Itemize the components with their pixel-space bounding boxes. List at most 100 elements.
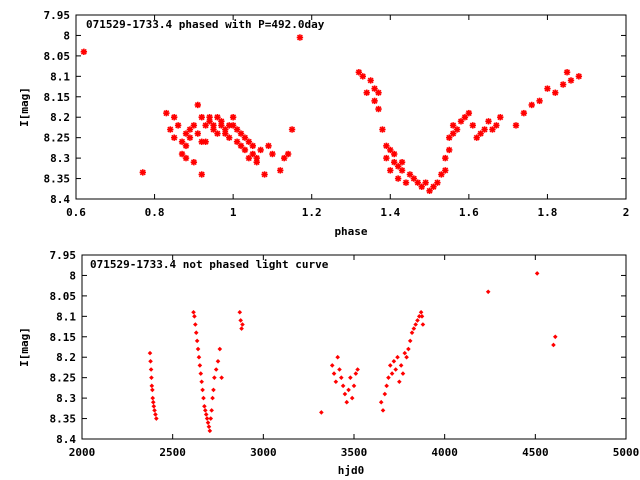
data-point (446, 146, 453, 154)
data-point (178, 138, 186, 145)
data-point (281, 154, 288, 162)
data-point (212, 375, 217, 380)
data-point (210, 395, 215, 401)
data-point (148, 367, 154, 372)
data-point (446, 134, 453, 141)
data-point (395, 354, 400, 360)
y-tick-label: 8.35 (44, 173, 71, 186)
data-point (237, 142, 245, 150)
data-point (413, 322, 418, 327)
data-point (418, 309, 424, 315)
data-point (402, 350, 408, 356)
x-tick-label: 1.6 (459, 206, 479, 219)
data-point (477, 130, 484, 137)
y-tick-label: 8.2 (56, 351, 76, 364)
x-tick-label: 1.4 (380, 206, 400, 219)
data-point (241, 134, 249, 141)
data-point (552, 334, 558, 340)
data-point (402, 179, 410, 186)
data-point (551, 342, 556, 348)
data-point (171, 114, 178, 121)
data-point (245, 138, 253, 145)
data-point (211, 387, 216, 393)
data-point (379, 126, 386, 133)
x-tick-label: 4000 (431, 446, 458, 459)
y-axis-label: I[mag] (18, 87, 31, 127)
data-point (378, 399, 384, 405)
data-point (203, 412, 209, 417)
data-point (222, 130, 229, 137)
data-point (380, 408, 386, 413)
data-point (367, 77, 374, 84)
data-point (198, 114, 205, 121)
data-point (215, 359, 221, 364)
data-point (406, 346, 411, 352)
data-point (337, 367, 342, 372)
data-point (219, 375, 224, 380)
data-point (371, 85, 378, 92)
x-tick-label: 4500 (522, 446, 549, 459)
data-point (229, 122, 237, 129)
x-axis-label: hjd0 (338, 464, 365, 477)
data-point (249, 142, 256, 150)
data-point (339, 375, 344, 380)
data-point (233, 138, 241, 145)
data-point (375, 89, 382, 96)
axis-ticks: 0.6 0.8 1 1.2 1.4 1.6 1.8 2 7.95 8 8.05 8.1 8.15 8.2 8… (44, 9, 630, 219)
data-point (207, 428, 213, 434)
data-point (237, 130, 245, 137)
data-point (404, 354, 409, 360)
data-point (387, 167, 394, 174)
data-point (575, 73, 583, 80)
data-point (202, 138, 209, 145)
data-point (217, 346, 223, 352)
data-point (349, 395, 355, 401)
data-point (206, 118, 213, 125)
x-tick-label: 1.8 (537, 206, 557, 219)
data-point (226, 134, 233, 141)
data-point (197, 363, 203, 368)
y-tick-label: 8 (69, 269, 76, 282)
data-point (277, 167, 284, 174)
data-point (80, 48, 88, 55)
data-points (80, 34, 583, 195)
data-point (449, 122, 457, 129)
data-point (384, 383, 389, 389)
data-point (422, 179, 429, 186)
axis-ticks: 2000 2500 3000 3500 4000 4500 5000 7.95 8 8.05 8.1… (50, 249, 640, 459)
data-point (201, 395, 206, 401)
data-point (203, 408, 208, 413)
data-point (202, 122, 209, 129)
data-point (411, 326, 417, 331)
unphased-light-curve-panel: 071529-1733.4 not phased light curve hjd… (18, 249, 639, 477)
data-point (410, 175, 418, 182)
data-point (178, 150, 186, 158)
plot-frame (75, 14, 627, 200)
data-point (528, 101, 535, 109)
data-point (249, 150, 256, 158)
data-point (355, 367, 360, 372)
x-tick-label: 1.2 (302, 206, 322, 219)
data-point (348, 375, 353, 380)
data-point (182, 154, 190, 162)
x-tick-label: 3000 (250, 446, 277, 459)
data-point (355, 69, 363, 76)
data-point (552, 89, 559, 96)
data-point (331, 371, 337, 376)
data-point (359, 73, 366, 80)
data-point (200, 387, 205, 393)
data-point (190, 122, 198, 129)
data-point (544, 85, 551, 92)
data-point (387, 146, 394, 154)
y-tick-label: 8.1 (56, 310, 76, 323)
data-point (497, 114, 504, 121)
x-tick-label: 0.8 (145, 206, 165, 219)
data-point (319, 410, 324, 415)
data-point (240, 322, 245, 327)
data-point (398, 167, 406, 174)
data-point (534, 271, 540, 276)
data-point (415, 318, 420, 323)
data-point (485, 289, 491, 295)
data-point (485, 118, 492, 125)
data-point (449, 130, 457, 137)
